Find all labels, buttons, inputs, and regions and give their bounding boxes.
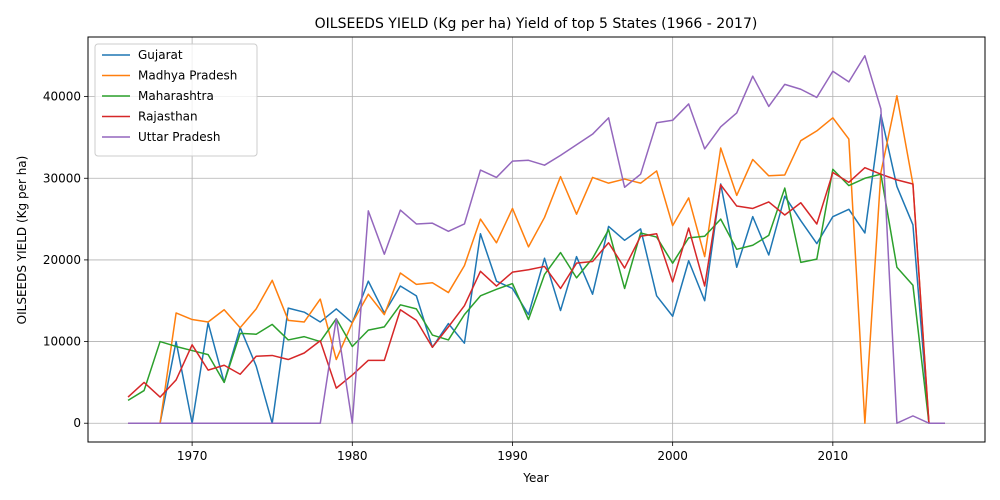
legend-label-gujarat: Gujarat bbox=[138, 48, 183, 62]
x-axis-label: Year bbox=[522, 471, 548, 485]
legend-label-uttar-pradesh: Uttar Pradesh bbox=[138, 130, 220, 144]
x-tick-label: 2010 bbox=[818, 449, 849, 463]
series-lines bbox=[127, 55, 945, 424]
y-tick-label: 40000 bbox=[43, 90, 81, 104]
series-line-maharashtra bbox=[127, 168, 945, 424]
y-tick-label: 30000 bbox=[43, 171, 81, 185]
y-tick-label: 20000 bbox=[43, 253, 81, 267]
plot-frame bbox=[87, 36, 986, 443]
grid bbox=[88, 37, 985, 442]
x-tick-label: 1990 bbox=[497, 449, 528, 463]
x-tick-label: 1980 bbox=[337, 449, 368, 463]
chart-title: OILSEEDS YIELD (Kg per ha) Yield of top … bbox=[315, 16, 758, 32]
series-line-gujarat bbox=[128, 113, 945, 424]
series-line-rajasthan bbox=[127, 166, 945, 424]
series-line-uttar-pradesh bbox=[128, 55, 945, 424]
y-tick-label: 10000 bbox=[43, 335, 81, 349]
y-tick-label: 0 bbox=[73, 416, 81, 430]
series-line-madhya-pradesh bbox=[128, 95, 945, 424]
x-axis-ticks: 1970 1980 1990 2000 2010 bbox=[177, 442, 848, 463]
legend-label-madhya-pradesh: Madhya Pradesh bbox=[138, 69, 237, 83]
y-axis-label: OILSEEDS YIELD (Kg per ha) bbox=[15, 156, 29, 325]
legend-box bbox=[94, 43, 258, 157]
y-axis-ticks: 0 10000 20000 30000 40000 bbox=[43, 90, 88, 430]
x-tick-label: 2000 bbox=[657, 449, 688, 463]
x-tick-label: 1970 bbox=[177, 449, 208, 463]
legend-label-rajasthan: Rajasthan bbox=[138, 110, 198, 124]
legend: Gujarat Madhya Pradesh Maharashtra Rajastha… bbox=[94, 43, 258, 157]
legend-label-maharashtra: Maharashtra bbox=[138, 89, 214, 103]
